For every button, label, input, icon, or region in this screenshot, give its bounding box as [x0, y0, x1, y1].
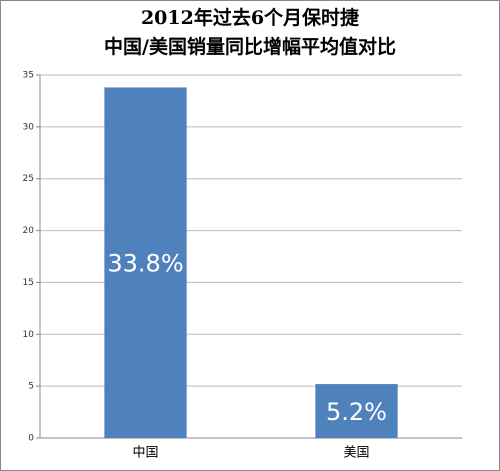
y-tick-label: 30 [23, 122, 35, 132]
y-tick-label: 25 [23, 174, 34, 184]
data-label: 33.8% [107, 250, 183, 278]
data-label: 5.2% [326, 398, 387, 426]
chart-title: 2012年过去6个月保时捷 [141, 6, 360, 29]
y-tick-label: 5 [28, 382, 34, 392]
y-tick-label: 15 [23, 278, 34, 288]
y-tick-label: 20 [23, 226, 35, 236]
y-tick-label: 10 [23, 330, 35, 340]
y-tick-label: 0 [28, 434, 34, 444]
x-tick-label: 美国 [343, 446, 369, 461]
chart-title: 中国/美国销量同比增幅平均值对比 [104, 35, 396, 58]
y-tick-label: 35 [23, 71, 34, 81]
bar [104, 87, 187, 439]
x-tick-label: 中国 [132, 446, 158, 461]
bar [315, 384, 398, 438]
